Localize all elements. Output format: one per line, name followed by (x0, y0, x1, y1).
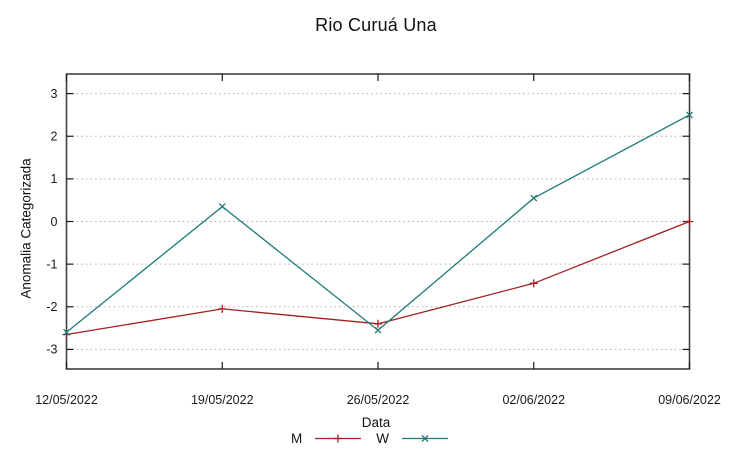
x-tick-label: 19/05/2022 (191, 393, 254, 407)
legend-item-m: M (291, 431, 362, 446)
series-line-m (66, 220, 690, 336)
x-axis-title: Data (361, 415, 391, 430)
legend-line-sample-w (402, 435, 448, 442)
legend-line-sample-m (315, 434, 362, 443)
y-tick-label: 0 (51, 215, 58, 229)
plus-marker-icon (685, 217, 694, 226)
x-tick-label: 09/06/2022 (658, 393, 721, 407)
plus-marker-icon (374, 319, 382, 328)
cross-marker-icon (686, 111, 693, 119)
series-line-w (66, 114, 690, 333)
plus-marker-icon (218, 304, 227, 313)
y-tick-label: 2 (51, 130, 58, 144)
y-tick-label: -2 (46, 300, 57, 314)
y-tick-label: -3 (46, 343, 57, 357)
y-tick-label: -1 (46, 257, 57, 271)
x-tick-label: 26/05/2022 (347, 393, 410, 407)
legend-label-m: M (291, 431, 303, 446)
legend-label-w: W (376, 431, 389, 446)
cross-marker-icon (421, 435, 429, 442)
plus-marker-icon (529, 279, 538, 288)
y-tick-label: 1 (51, 172, 58, 186)
cross-marker-icon (218, 203, 226, 211)
cross-marker-icon (63, 328, 70, 336)
chart-title: Rio Curuá Una (315, 15, 437, 35)
x-tick-label: 12/05/2022 (35, 393, 98, 407)
y-tick-label: 3 (51, 87, 58, 101)
y-axis-title: Anomalia Categorizada (18, 158, 34, 299)
x-tick-label: 02/06/2022 (502, 393, 565, 407)
legend-item-w: W (376, 431, 449, 446)
legend: M W (0, 431, 740, 446)
plus-marker-icon (334, 434, 343, 443)
cross-marker-icon (530, 194, 538, 202)
cross-marker-icon (374, 326, 382, 334)
